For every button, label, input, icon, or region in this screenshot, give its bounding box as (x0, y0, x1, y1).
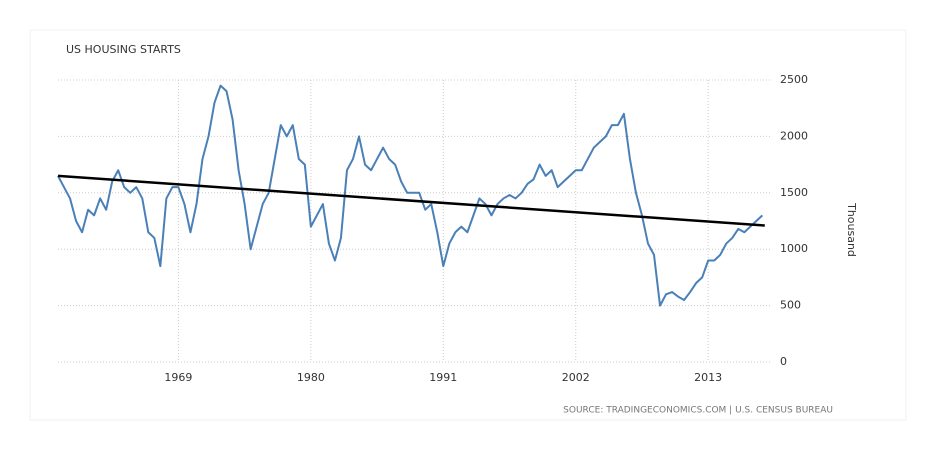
y-tick-label: 1500 (780, 186, 808, 199)
data-line (57, 84, 764, 307)
y-axis-label: Thousand (845, 202, 858, 257)
x-tick-label: 1980 (297, 371, 325, 384)
y-tick-label: 1000 (780, 242, 808, 255)
y-tick-label: 500 (780, 299, 801, 312)
card (29, 29, 907, 421)
chart-title: US HOUSING STARTS (66, 43, 181, 56)
y-tick-label: 2500 (780, 73, 808, 86)
y-tick-label: 2000 (780, 129, 808, 142)
x-tick-label: 1991 (429, 371, 457, 384)
y-tick-label: 0 (780, 355, 787, 368)
x-tick-label: 1969 (164, 371, 192, 384)
x-tick-label: 2013 (694, 371, 722, 384)
trend-line (57, 174, 765, 227)
source: SOURCE: TRADINGECONOMICS.COM | U.S. CENS… (563, 406, 833, 416)
x-tick-label: 2002 (562, 371, 590, 384)
